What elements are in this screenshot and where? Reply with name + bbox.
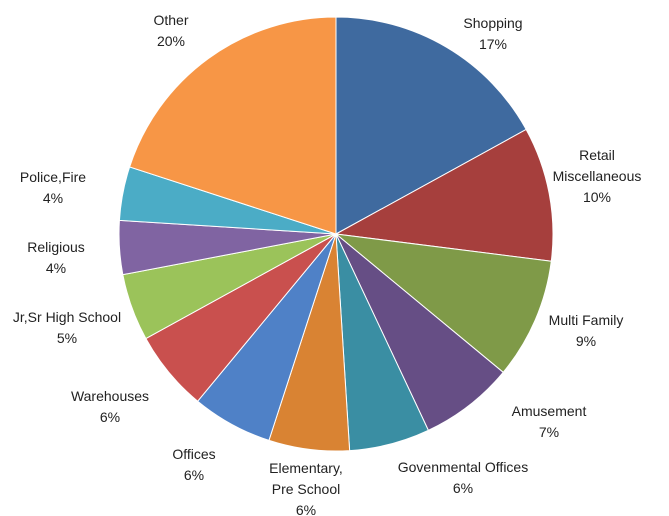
data-label-police-fire: Police,Fire 4% [20, 169, 86, 206]
data-label-amusement: Amusement 7% [512, 403, 587, 440]
pie-slice-multi-family [334, 233, 552, 374]
data-label-offices: Offices 6% [172, 446, 215, 483]
labels-layer: Shopping 17% Retail Miscellaneous 10% Multi F… [13, 12, 641, 516]
pie-slice-shopping [335, 16, 527, 235]
data-label-jr-sr-high-school: Jr,Sr High School 5% [13, 309, 121, 346]
data-label-govenmental-offices: Govenmental Offices 6% [398, 459, 528, 496]
data-label-retail-miscellaneous: Retail Miscellaneous 10% [553, 147, 642, 205]
data-label-elementary-pre-school: Elementary, Pre School 6% [269, 460, 343, 516]
slices-layer [118, 16, 554, 452]
pie-slice-retail-miscellaneous [334, 128, 554, 262]
data-label-shopping: Shopping 17% [463, 15, 522, 52]
pie-slice-other [128, 16, 337, 235]
data-label-warehouses: Warehouses 6% [71, 388, 149, 425]
data-label-multi-family: Multi Family 9% [549, 312, 624, 349]
data-label-other: Other 20% [153, 12, 188, 49]
data-label-religious: Religious 4% [27, 239, 85, 276]
